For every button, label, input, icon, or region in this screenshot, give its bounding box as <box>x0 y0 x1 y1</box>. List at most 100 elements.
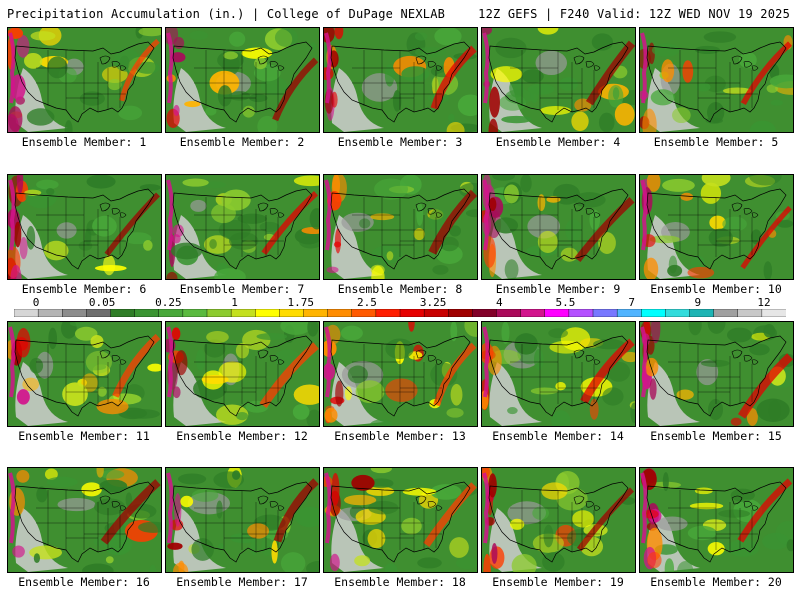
great-lakes-outline <box>99 202 127 218</box>
precip-area <box>416 202 424 226</box>
ensemble-member-map <box>639 27 794 133</box>
precip-area <box>488 473 497 498</box>
precip-area <box>707 542 725 556</box>
great-lakes-outline <box>573 202 601 218</box>
precip-area <box>202 181 227 189</box>
precip-area <box>555 382 566 391</box>
precip-area <box>344 386 352 401</box>
colorbar-swatch <box>737 309 763 317</box>
precip-area <box>708 398 724 421</box>
precip-area <box>449 537 469 558</box>
precip-area <box>79 91 105 106</box>
precip-area <box>589 209 601 230</box>
precip-area <box>775 520 793 545</box>
west-coast-precip <box>482 32 490 104</box>
great-lakes-outline <box>415 349 443 365</box>
precip-area <box>261 537 274 556</box>
precip-area <box>402 487 437 496</box>
precip-map <box>640 28 793 132</box>
ensemble-member-label: Ensemble Member: 12 <box>176 429 308 443</box>
precip-area <box>541 482 568 500</box>
precip-area <box>217 85 233 107</box>
precip-area <box>74 326 98 341</box>
precip-area <box>746 408 758 426</box>
precip-area <box>703 31 737 43</box>
precip-area <box>488 118 498 132</box>
west-coast-precip <box>8 32 16 104</box>
precip-area <box>776 219 793 228</box>
precip-area <box>29 357 44 374</box>
precip-area <box>86 175 116 189</box>
precip-area <box>96 468 104 478</box>
precip-area <box>355 380 385 404</box>
precip-area <box>138 28 161 37</box>
precip-area <box>36 486 48 503</box>
colorbar-tick-label: 4 <box>495 296 503 309</box>
precip-area <box>10 264 22 279</box>
west-coast-precip <box>640 472 648 544</box>
precip-area <box>446 122 465 132</box>
precip-area <box>123 232 152 245</box>
precip-area <box>329 553 340 572</box>
precip-area <box>306 409 319 426</box>
precip-area <box>82 563 114 572</box>
colorbar-tick-label: 12 <box>757 296 771 309</box>
precip-area <box>354 555 371 567</box>
precip-area <box>687 525 717 541</box>
precip-map <box>640 468 793 572</box>
precip-area <box>661 59 675 83</box>
precip-area <box>598 112 615 132</box>
precip-area <box>384 64 395 87</box>
precip-area <box>514 333 538 355</box>
precip-area <box>334 228 341 254</box>
precip-area <box>543 524 554 548</box>
great-lakes-outline <box>573 349 601 365</box>
ensemble-member-map <box>323 467 478 573</box>
precip-area <box>209 239 217 249</box>
precip-area <box>436 244 463 264</box>
precip-area <box>749 343 770 356</box>
ensemble-member-map <box>165 174 320 280</box>
ensemble-member-map <box>639 467 794 573</box>
colorbar-tick-label: 7 <box>628 296 635 309</box>
precip-area <box>137 521 161 533</box>
precip-area <box>414 32 428 41</box>
great-lakes-outline <box>257 495 285 511</box>
precip-area <box>242 105 255 118</box>
precip-area <box>229 31 246 47</box>
precip-area <box>501 115 532 124</box>
precip-area <box>217 543 224 550</box>
precip-area <box>368 500 399 515</box>
precip-area <box>384 563 398 572</box>
country-boundary <box>330 481 471 563</box>
precip-area <box>520 175 532 193</box>
precip-area <box>680 192 694 201</box>
precip-area <box>385 338 414 360</box>
precip-area <box>726 327 752 343</box>
precip-area <box>235 342 250 359</box>
precip-area <box>367 528 386 549</box>
ensemble-member-label: Ensemble Member: 10 <box>650 282 782 296</box>
west-coast-precip <box>482 326 490 398</box>
precip-area <box>44 468 58 480</box>
ensemble-member-label: Ensemble Member: 5 <box>653 135 779 149</box>
country-boundary <box>646 481 787 563</box>
precip-area <box>69 322 91 327</box>
precip-area <box>249 93 268 103</box>
colorbar-tick-label: 9 <box>694 296 702 309</box>
precip-area <box>209 70 240 95</box>
precip-map <box>8 322 161 426</box>
precip-area <box>78 240 93 251</box>
precip-area <box>770 99 784 106</box>
precip-area <box>211 203 236 224</box>
precip-area <box>689 502 724 510</box>
precip-area <box>24 52 43 69</box>
precip-area <box>280 322 312 335</box>
precip-area <box>295 506 319 528</box>
precip-area <box>649 378 657 400</box>
ensemble-member-map <box>7 27 162 133</box>
great-lakes-outline <box>257 202 285 218</box>
precip-area <box>676 389 694 400</box>
precip-area <box>293 175 319 187</box>
precip-area <box>205 106 217 116</box>
